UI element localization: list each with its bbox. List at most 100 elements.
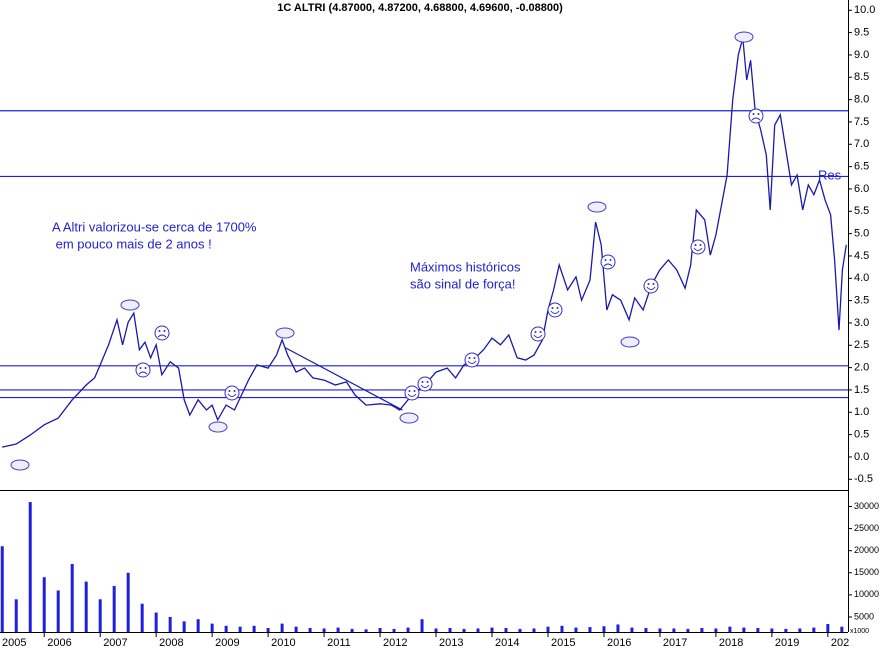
y-tick-label: 3.0 xyxy=(854,317,869,329)
face-icon xyxy=(154,325,170,341)
annotation: em pouco mais de 2 anos ! xyxy=(52,236,212,251)
y-tick-label: 10.0 xyxy=(854,4,875,16)
animal-icon xyxy=(734,31,754,43)
animal-icon xyxy=(620,336,640,348)
y-tick-label: 8.5 xyxy=(854,71,869,83)
face-icon xyxy=(404,385,420,401)
annotation: Máximos históricos xyxy=(410,259,521,274)
y-tick-label: 7.0 xyxy=(854,138,869,150)
y-tick-label: 2.0 xyxy=(854,362,869,374)
volume-bar xyxy=(742,627,746,632)
face-icon xyxy=(420,384,430,388)
volume-bar xyxy=(784,628,788,632)
face-icon xyxy=(417,376,433,392)
face-icon xyxy=(473,357,476,359)
volume-bar xyxy=(14,599,18,632)
volume-bar xyxy=(182,621,186,632)
volume-bar xyxy=(56,590,60,632)
face-icon xyxy=(547,302,563,318)
y-tick-label: 5.0 xyxy=(854,228,869,240)
y-tick-label: 3.5 xyxy=(854,295,869,307)
face-icon xyxy=(647,283,650,285)
face-icon xyxy=(228,390,231,392)
face-icon xyxy=(600,254,616,270)
volume-bar xyxy=(224,625,228,632)
y-tick-label: 0.5 xyxy=(854,429,869,441)
volume-bar xyxy=(770,628,774,632)
face-icon xyxy=(464,352,480,368)
volume-bar xyxy=(0,546,4,632)
x-tick-label: 2019 xyxy=(775,637,799,649)
face-icon xyxy=(551,307,554,309)
y-tick-label: 7.5 xyxy=(854,116,869,128)
face-icon xyxy=(157,334,167,338)
y-tick-label: 6.0 xyxy=(854,183,869,195)
volume-bar xyxy=(140,603,144,632)
face-icon xyxy=(699,244,702,246)
face-icon xyxy=(603,263,613,267)
volume-bar xyxy=(812,627,816,632)
volume-bar xyxy=(686,628,690,632)
y-tick-label: 5.5 xyxy=(854,205,869,217)
volume-bar xyxy=(462,628,466,632)
y-tick-label: 9.0 xyxy=(854,49,869,61)
volume-unit: x1000 xyxy=(850,628,869,635)
volume-bar xyxy=(546,626,550,632)
face-icon xyxy=(163,330,166,332)
x-tick-label: 2018 xyxy=(719,637,743,649)
x-tick-label: 2005 xyxy=(2,637,26,649)
volume-bar xyxy=(70,563,74,632)
y-tick-label: -0.5 xyxy=(854,473,873,485)
volume-bar xyxy=(756,628,760,632)
volume-bar xyxy=(448,628,452,632)
face-icon xyxy=(534,331,537,333)
x-tick-label: 2009 xyxy=(215,637,239,649)
volume-bar xyxy=(350,628,354,632)
y-tick-label: 4.5 xyxy=(854,250,869,262)
face-icon xyxy=(757,113,760,115)
face-icon xyxy=(690,239,706,255)
volume-bar xyxy=(658,628,662,632)
annotation: A Altri valorizou-se cerca de 1700% xyxy=(52,219,257,234)
y-tick-label: 10000 xyxy=(854,589,879,599)
x-tick-label: 2015 xyxy=(551,637,575,649)
volume-bar xyxy=(378,628,382,632)
volume-bar xyxy=(112,586,116,632)
y-tick-label: 25000 xyxy=(854,523,879,533)
face-icon xyxy=(539,331,542,333)
x-tick-label: 202 xyxy=(831,637,849,649)
volume-bar xyxy=(826,624,830,632)
y-tick-label: 1.0 xyxy=(854,406,869,418)
animal-icon xyxy=(120,299,140,311)
volume-bar xyxy=(238,626,242,632)
volume-bar xyxy=(98,599,102,632)
volume-bar xyxy=(728,626,732,632)
trend-line xyxy=(284,346,403,411)
volume-bar xyxy=(406,627,410,632)
y-tick-label: 9.5 xyxy=(854,27,869,39)
y-tick-label: 4.0 xyxy=(854,272,869,284)
face-icon xyxy=(694,244,697,246)
volume-bar xyxy=(266,628,270,632)
animal-icon xyxy=(399,412,419,424)
face-icon xyxy=(652,283,655,285)
face-icon xyxy=(556,307,559,309)
x-tick-label: 2017 xyxy=(663,637,687,649)
x-tick-label: 2016 xyxy=(607,637,631,649)
face-icon xyxy=(233,390,236,392)
volume-bar xyxy=(168,616,172,632)
volume-bar xyxy=(280,623,284,632)
face-icon xyxy=(426,381,429,383)
y-tick-label: 6.5 xyxy=(854,161,869,173)
face-icon xyxy=(467,360,477,364)
face-icon xyxy=(468,357,471,359)
volume-bar xyxy=(560,625,564,632)
volume-bar xyxy=(602,626,606,632)
y-tick-label: 15000 xyxy=(854,567,879,577)
annotation: Res xyxy=(818,167,842,182)
x-tick-label: 2008 xyxy=(159,637,183,649)
price-line xyxy=(2,37,847,448)
volume-bar xyxy=(322,628,326,632)
volume-bar xyxy=(518,628,522,632)
